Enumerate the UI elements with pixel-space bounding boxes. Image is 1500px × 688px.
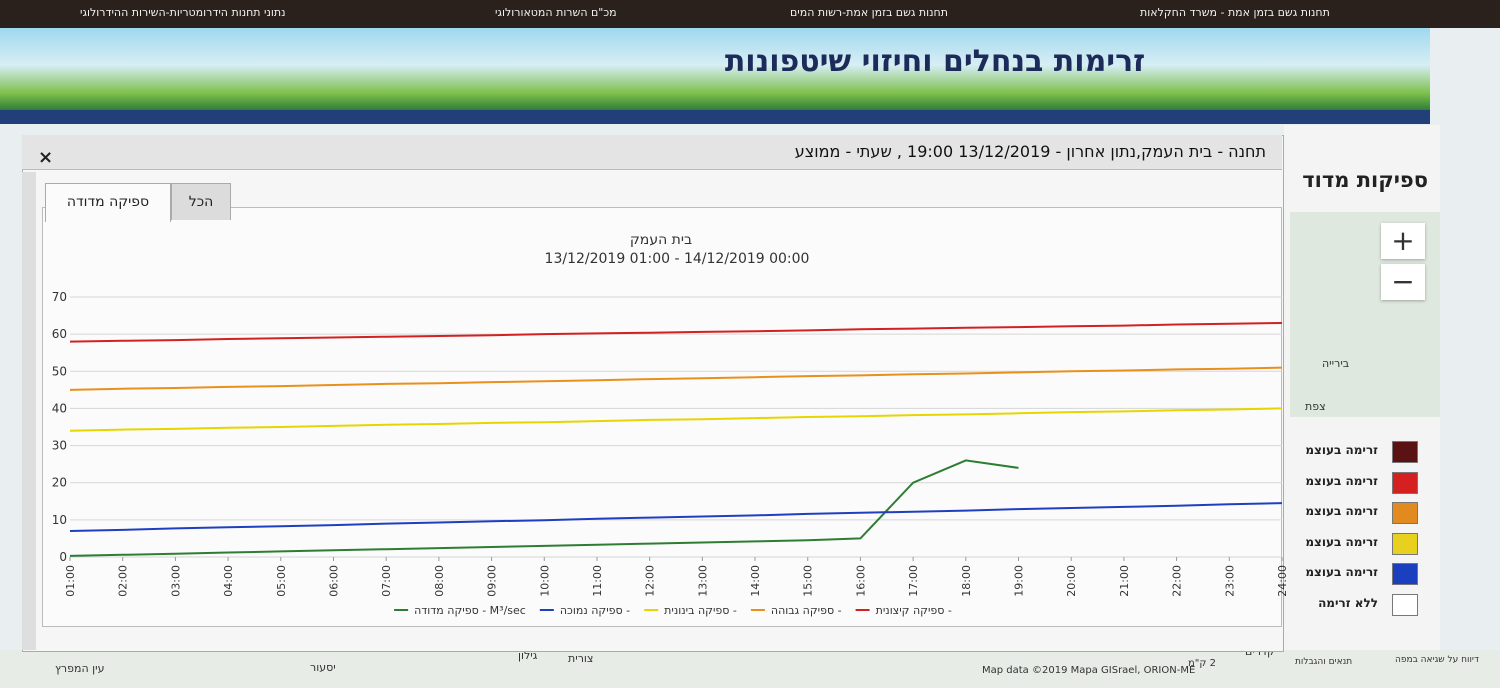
- legend-item[interactable]: ספיקה בינונית -: [644, 604, 737, 617]
- y-tick-label: 30: [52, 439, 67, 453]
- x-tick-label: 17:00: [907, 565, 920, 597]
- modal-title: תחנה - בית העמק,נתון אחרון - 13/12/2019 …: [794, 142, 1266, 161]
- legend-label: ספיקה מדודה - M³/sec: [414, 604, 526, 617]
- map-place: עין המפרץ: [55, 662, 105, 675]
- tab-active[interactable]: ספיקה מדודה: [45, 183, 171, 222]
- map-report[interactable]: דיווח על שגיאה במפה: [1395, 655, 1479, 665]
- y-tick-label: 60: [52, 327, 67, 341]
- banner-title: זרימות בנחלים וחיזוי שיטפונות: [724, 44, 1146, 79]
- scrollbar[interactable]: [22, 172, 36, 650]
- flow-swatch: [1392, 471, 1418, 494]
- map-place: צפת: [1305, 400, 1326, 413]
- x-tick-label: 24:00: [1276, 565, 1289, 597]
- y-tick-label: 70: [52, 290, 67, 304]
- flow-label: זרימה בעוצמ: [1305, 473, 1378, 488]
- x-tick-label: 13:00: [696, 565, 709, 597]
- flow-label: זרימה בעוצמ: [1305, 565, 1378, 579]
- legend-label: ספיקה נמוכה -: [560, 604, 630, 617]
- map-bottom: [0, 650, 1500, 688]
- x-tick-label: 04:00: [222, 565, 235, 597]
- zoom-in[interactable]: +: [1381, 223, 1425, 259]
- modal-header: [22, 135, 1282, 170]
- flow-swatch: [1392, 441, 1418, 463]
- x-tick-label: 06:00: [327, 565, 340, 597]
- flow-label: זרימה בעוצמ: [1305, 504, 1378, 518]
- top-link[interactable]: נתוני תחנות הידרומטריות-השירות ההידרולוג…: [80, 6, 286, 19]
- chart-subtitle: 13/12/2019 01:00 - 14/12/2019 00:00: [545, 251, 810, 267]
- x-tick-label: 21:00: [1118, 565, 1131, 597]
- legend-label: ספיקה קיצונית -: [876, 604, 952, 617]
- legend-label: ספיקה בינונית -: [664, 604, 737, 617]
- chart-title: בית העמק: [630, 232, 692, 248]
- x-tick-label: 15:00: [802, 565, 815, 597]
- map-place: גילון: [518, 649, 538, 662]
- top-bar: [0, 0, 1500, 28]
- map-place: צורית: [568, 652, 594, 665]
- series-line: [69, 459, 1019, 557]
- x-tick-label: 05:00: [275, 565, 288, 597]
- map-place: בירייה: [1322, 357, 1350, 370]
- series-line: [69, 407, 1283, 432]
- flow-swatch: [1392, 593, 1418, 616]
- flow-label: זרימה בעוצמ: [1305, 443, 1378, 457]
- side-title: ספיקות מדוד: [1302, 168, 1428, 192]
- x-tick-label: 08:00: [433, 565, 446, 597]
- x-tick-label: 23:00: [1223, 565, 1236, 597]
- x-tick-label: 20:00: [1065, 565, 1078, 597]
- series-line: [69, 502, 1283, 532]
- x-tick-label: 03:00: [169, 565, 182, 597]
- map-attribution: Map data ©2019 Mapa GISrael, ORION-ME: [982, 665, 1196, 676]
- x-tick-label: 10:00: [538, 565, 551, 597]
- x-tick-label: 12:00: [644, 565, 657, 597]
- x-tick-label: 07:00: [380, 565, 393, 597]
- close-button[interactable]: ×: [38, 147, 54, 168]
- zoom-out[interactable]: −: [1381, 264, 1425, 300]
- flow-swatch: [1392, 563, 1418, 585]
- legend-label: ספיקה גבוהה -: [771, 604, 842, 617]
- banner: [0, 28, 1430, 110]
- y-tick-label: 20: [52, 476, 67, 490]
- x-tick-label: 16:00: [854, 565, 867, 597]
- x-tick-label: 01:00: [64, 565, 77, 597]
- top-link[interactable]: תחנות גשם בזמן אמת-רשות המים: [790, 6, 948, 19]
- series-line: [69, 322, 1283, 343]
- x-tick-label: 02:00: [117, 565, 130, 597]
- flow-swatch: [1392, 532, 1418, 555]
- x-tick-label: 18:00: [960, 565, 973, 597]
- nav-band: [0, 110, 1430, 124]
- legend-item[interactable]: ספיקה קיצונית -: [855, 604, 952, 617]
- series-line: [69, 366, 1283, 391]
- legend-item[interactable]: ספיקה נמוכה -: [539, 604, 630, 617]
- x-tick-label: 09:00: [486, 565, 499, 597]
- x-tick-label: 19:00: [1013, 565, 1026, 597]
- x-tick-label: 22:00: [1171, 565, 1184, 597]
- legend-item[interactable]: ספיקה גבוהה -: [750, 604, 842, 617]
- map-terms[interactable]: תנאים והגבלות: [1295, 657, 1353, 667]
- y-tick-label: 40: [52, 401, 67, 415]
- tab[interactable]: הכל: [171, 183, 231, 220]
- x-tick-label: 14:00: [749, 565, 762, 597]
- y-tick-label: 0: [59, 550, 67, 564]
- map-place: יסעור: [310, 661, 336, 674]
- flow-label: זרימה בעוצמ: [1305, 534, 1378, 549]
- flow-swatch: [1392, 502, 1418, 524]
- y-tick-label: 50: [52, 364, 67, 378]
- map-scale: 2 ק"מ: [1188, 658, 1217, 669]
- top-link[interactable]: מכ"ם השרות המטאורולוגי: [495, 6, 617, 19]
- flow-label: ללא זרימה: [1318, 595, 1378, 610]
- y-tick-label: 10: [52, 513, 67, 527]
- x-tick-label: 11:00: [591, 565, 604, 597]
- legend-item[interactable]: ספיקה מדודה - M³/sec: [394, 604, 526, 617]
- top-link[interactable]: תחנות גשם בזמן אמת - משרד החקלאות: [1140, 6, 1330, 19]
